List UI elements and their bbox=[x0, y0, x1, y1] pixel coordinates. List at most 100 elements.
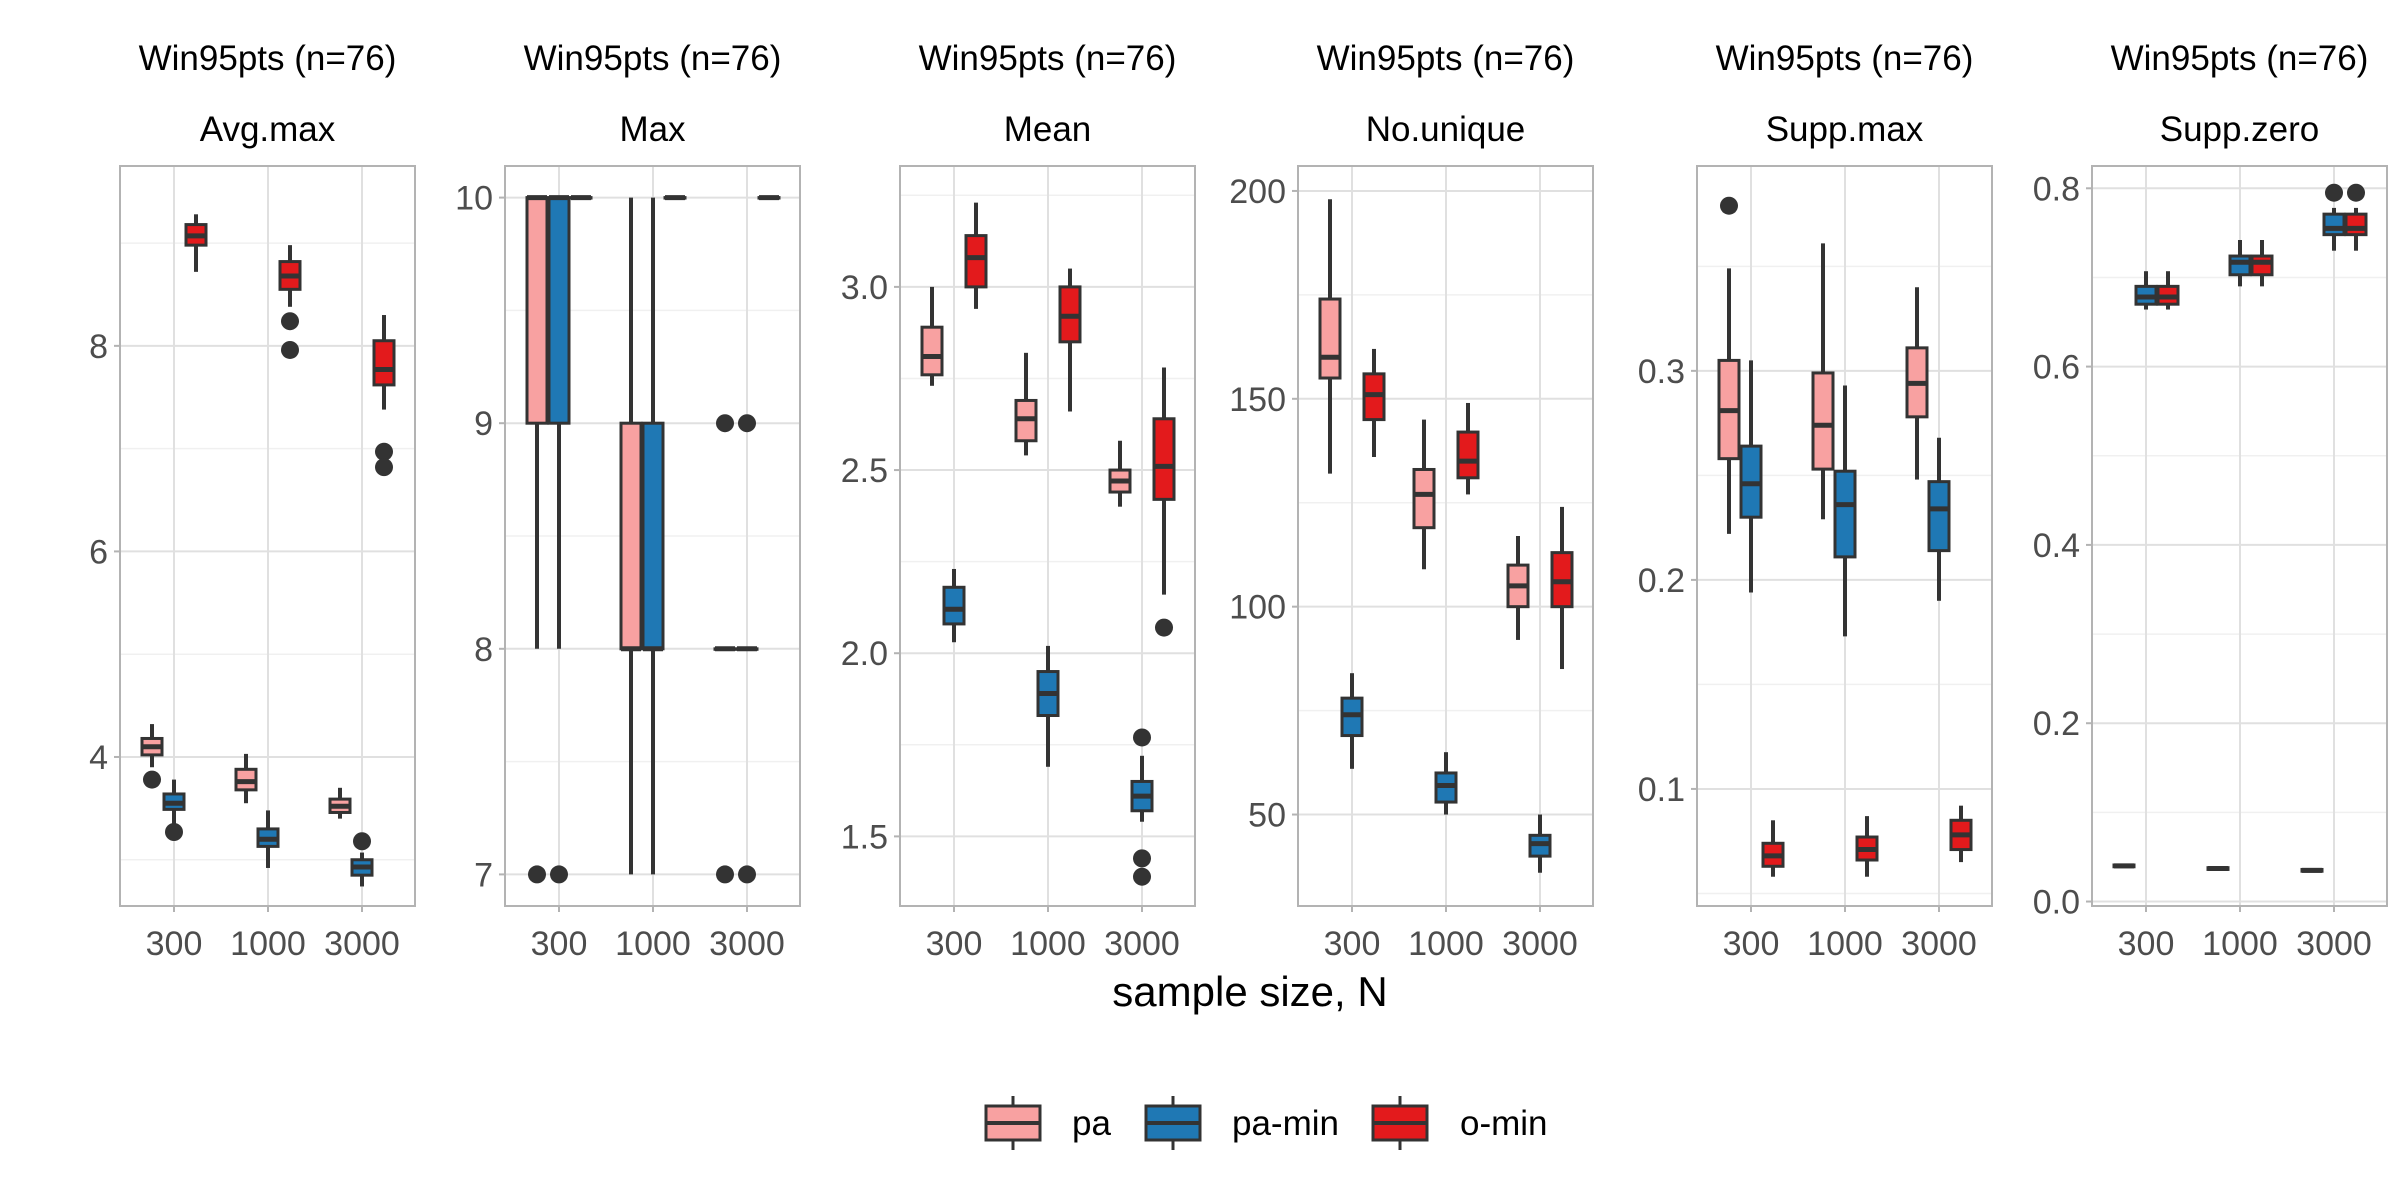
box-pa-300 bbox=[140, 724, 164, 789]
x-tick-label: 3000 bbox=[324, 925, 400, 963]
outlier-point bbox=[1720, 196, 1738, 215]
box-pa-300 bbox=[525, 195, 549, 884]
box-o-min-3000 bbox=[1550, 506, 1574, 670]
box-pa-min-3000 bbox=[735, 414, 759, 884]
x-tick-label: 1000 bbox=[2202, 925, 2278, 963]
y-tick-label: 0.8 bbox=[2033, 170, 2080, 208]
x-tick-label: 3000 bbox=[1104, 925, 1180, 963]
facet-panel: Win95pts (n=76) Max 7 8 9 10 300 1000 3000 bbox=[455, 39, 801, 963]
box-pa-3000 bbox=[713, 414, 737, 884]
box-pa-min-1000 bbox=[1833, 385, 1857, 637]
outlier-point bbox=[528, 865, 546, 884]
box-iqr bbox=[525, 196, 549, 425]
outlier-point bbox=[143, 770, 161, 789]
outlier-point bbox=[375, 442, 393, 461]
box-o-min-1000 bbox=[1058, 268, 1082, 412]
box-pa-300 bbox=[1717, 196, 1741, 534]
y-tick-label: 10 bbox=[455, 180, 493, 218]
facet-strip-top: Win95pts (n=76) bbox=[1317, 39, 1575, 78]
box-pa-3000 bbox=[1905, 287, 1929, 480]
outlier-point bbox=[281, 312, 299, 331]
outlier-point bbox=[716, 414, 734, 433]
box-pa-1000 bbox=[2206, 866, 2230, 872]
box-pa-min-1000 bbox=[1036, 645, 1060, 767]
box-iqr bbox=[1927, 480, 1951, 553]
box-iqr bbox=[942, 585, 966, 626]
y-tick-label: 0.6 bbox=[2033, 349, 2080, 387]
outlier-point bbox=[1155, 618, 1173, 637]
box-iqr bbox=[2228, 254, 2252, 277]
y-tick-label: 6 bbox=[89, 533, 108, 571]
outlier-point bbox=[716, 865, 734, 884]
x-tick-label: 1000 bbox=[230, 925, 306, 963]
box-pa-min-1000 bbox=[2228, 240, 2252, 287]
box-pa-min-1000 bbox=[256, 810, 280, 868]
box-o-min-300 bbox=[569, 195, 593, 201]
box-iqr bbox=[641, 421, 665, 651]
legend-item-pa-min: pa-min bbox=[1144, 1096, 1339, 1150]
outlier-point bbox=[1133, 867, 1151, 886]
facet-strip-bottom: Mean bbox=[1004, 110, 1092, 149]
box-pa-3000 bbox=[1506, 536, 1530, 640]
x-tick-label: 1000 bbox=[1010, 925, 1086, 963]
y-tick-label: 8 bbox=[89, 328, 108, 366]
box-pa-1000 bbox=[1811, 243, 1835, 520]
facet-strip-bottom: Supp.zero bbox=[2160, 110, 2320, 149]
x-tick-label: 1000 bbox=[1408, 925, 1484, 963]
box-pa-min-1000 bbox=[641, 197, 665, 875]
outlier-point bbox=[165, 823, 183, 841]
box-pa-1000 bbox=[1412, 419, 1436, 570]
box-pa-3000 bbox=[328, 787, 352, 819]
y-tick-label: 1.5 bbox=[841, 818, 888, 856]
box-pa-min-3000 bbox=[350, 832, 374, 887]
y-tick-label: 0.0 bbox=[2033, 884, 2080, 922]
facet-strip-top: Win95pts (n=76) bbox=[919, 39, 1177, 78]
box-o-min-3000 bbox=[372, 315, 396, 477]
outlier-point bbox=[353, 832, 371, 851]
box-o-min-3000 bbox=[2344, 183, 2368, 251]
x-tick-label: 300 bbox=[146, 925, 203, 963]
box-iqr bbox=[1412, 467, 1436, 530]
y-tick-label: 8 bbox=[474, 631, 493, 669]
legend-label: pa-min bbox=[1232, 1104, 1339, 1143]
outlier-point bbox=[375, 458, 393, 477]
x-tick-label: 3000 bbox=[1901, 925, 1977, 963]
panel-border bbox=[1696, 165, 1993, 907]
x-axis-title: sample size, N bbox=[1112, 968, 1387, 1015]
box-pa-3000 bbox=[1108, 440, 1132, 507]
box-pa-min-3000 bbox=[1130, 728, 1154, 886]
outlier-point bbox=[281, 340, 299, 359]
box-pa-1000 bbox=[234, 753, 258, 804]
x-tick-label: 300 bbox=[1324, 925, 1381, 963]
y-tick-label: 0.1 bbox=[1638, 771, 1685, 809]
outlier-point bbox=[550, 865, 568, 884]
y-tick-label: 7 bbox=[474, 856, 493, 894]
outlier-point bbox=[2347, 183, 2365, 202]
box-pa-min-300 bbox=[2134, 271, 2158, 310]
box-pa-1000 bbox=[619, 197, 643, 875]
facet-strip-bottom: Avg.max bbox=[200, 110, 336, 149]
box-pa-min-300 bbox=[162, 779, 186, 841]
panel-border bbox=[899, 165, 1196, 907]
facet-panel: Win95pts (n=76) No.unique 50 100 150 200 300 10… bbox=[1229, 39, 1594, 963]
x-tick-label: 1000 bbox=[1807, 925, 1883, 963]
facet-panel: Win95pts (n=76) Supp.max 0.1 0.2 0.3 300 1000 3… bbox=[1638, 39, 1993, 963]
facet-strip-top: Win95pts (n=76) bbox=[1716, 39, 1974, 78]
box-o-min-1000 bbox=[278, 245, 302, 359]
box-pa-300 bbox=[2112, 863, 2136, 869]
box-pa-min-3000 bbox=[1927, 437, 1951, 601]
outlier-point bbox=[1133, 849, 1151, 868]
box-iqr bbox=[2250, 254, 2274, 277]
facet-strip-top: Win95pts (n=76) bbox=[524, 39, 782, 78]
panel-border bbox=[2091, 165, 2388, 907]
box-iqr bbox=[372, 339, 396, 387]
legend: pa pa-min o-min bbox=[984, 1096, 1548, 1150]
facet-strip-bottom: No.unique bbox=[1366, 110, 1526, 149]
x-tick-label: 300 bbox=[2118, 925, 2175, 963]
outlier-point bbox=[738, 865, 756, 884]
box-pa-min-300 bbox=[942, 568, 966, 643]
facet-panel: Win95pts (n=76) Mean 1.5 2.0 2.5 3.0 300 1000 30… bbox=[841, 39, 1196, 963]
box-o-min-3000 bbox=[757, 195, 781, 201]
box-iqr bbox=[920, 325, 944, 377]
